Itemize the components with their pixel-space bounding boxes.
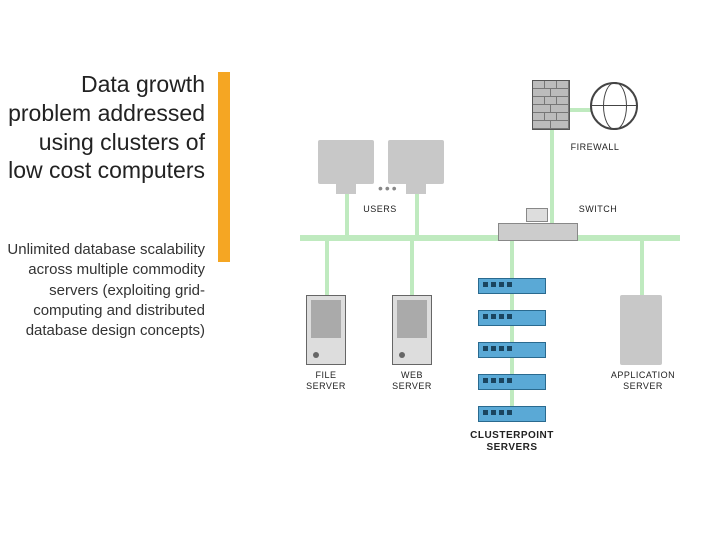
file-server-icon (306, 295, 346, 365)
users-label: USERS (350, 204, 410, 214)
conn (510, 390, 514, 406)
app-server-icon (620, 295, 662, 365)
conn (550, 128, 554, 238)
file-server-label: FILE SERVER (296, 370, 356, 392)
rack-server-icon (478, 374, 546, 390)
app-server-label: APPLICATION SERVER (598, 370, 688, 392)
conn (570, 108, 592, 112)
firewall-label: FIREWALL (560, 142, 630, 152)
globe-icon (590, 82, 638, 130)
web-server-label: WEB SERVER (382, 370, 442, 392)
ellipsis-icon: ••• (378, 180, 399, 196)
conn (300, 235, 680, 241)
conn (510, 358, 514, 374)
conn (510, 240, 514, 280)
text-column: Data growth problem addressed using clus… (0, 70, 205, 341)
accent-bar (218, 72, 230, 262)
monitor-icon (388, 140, 444, 184)
slide-title: Data growth problem addressed using clus… (0, 70, 205, 185)
rack-server-icon (478, 310, 546, 326)
switch-icon (498, 223, 578, 241)
switch-label: SWITCH (568, 204, 628, 214)
rack-server-icon (478, 342, 546, 358)
firewall-icon (532, 80, 570, 130)
rack-server-icon (478, 406, 546, 422)
conn (510, 294, 514, 310)
conn (510, 326, 514, 342)
clusterpoint-label: CLUSTERPOINT SERVERS (462, 430, 562, 454)
network-diagram: FIREWALL ••• USERS SWITCH FILE SERVER WE… (270, 70, 700, 470)
switch-top-icon (526, 208, 548, 222)
slide-subtitle: Unlimited database scalability across mu… (0, 240, 205, 341)
web-server-icon (392, 295, 432, 365)
rack-server-icon (478, 278, 546, 294)
monitor-icon (318, 140, 374, 184)
